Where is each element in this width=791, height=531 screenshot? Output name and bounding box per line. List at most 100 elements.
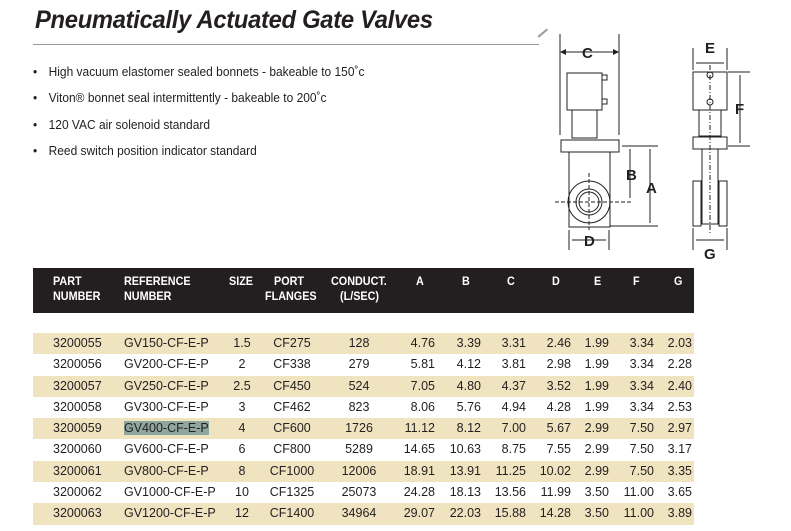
cell-conductance: 34964 (329, 503, 389, 524)
cell-dim-d: 2.98 (531, 354, 571, 375)
cell-text: 8 (238, 463, 246, 478)
cell-text: 3200060 (53, 442, 102, 457)
feature-item: • Viton® bonnet seal intermittently - bak… (33, 90, 327, 106)
cell-dim-g: 2.97 (655, 418, 692, 439)
cell-dim-e: 2.99 (573, 418, 609, 439)
cell-reference-number: GV400-CF-E-P (124, 418, 224, 439)
cell-dim-g: 2.28 (655, 354, 692, 375)
cell-dim-c: 11.25 (486, 461, 526, 482)
table-row: 3200060 GV600-CF-E-P 6 CF800 5289 14.65 10.63 8… (33, 439, 694, 460)
cell-dim-e: 1.99 (573, 354, 609, 375)
cell-part-number: 3200055 (53, 333, 113, 354)
cell-text: 2.97 (667, 421, 692, 436)
cell-dim-b: 8.12 (441, 418, 481, 439)
cell-dim-e: 1.99 (573, 397, 609, 418)
cell-dim-f: 7.50 (613, 461, 654, 482)
cell-text: 4.12 (456, 357, 481, 372)
header-f: F (633, 274, 640, 288)
header-a: A (416, 274, 424, 288)
table-row: 3200056 GV200-CF-E-P 2 CF338 279 5.81 4.12 3.81… (33, 354, 694, 375)
cell-text: 7.55 (546, 442, 571, 457)
cell-text: 524 (348, 378, 370, 393)
cell-conductance: 524 (329, 376, 389, 397)
title-divider (33, 44, 539, 45)
cell-dim-a: 8.06 (395, 397, 435, 418)
cell-text: 3.34 (629, 357, 654, 372)
cell-text: 3.52 (546, 378, 571, 393)
cell-port-flange: CF600 (266, 418, 318, 439)
cell-reference-number: GV1200-CF-E-P (124, 503, 224, 524)
cell-text: 823 (348, 399, 370, 414)
cell-text: 24.28 (403, 485, 435, 500)
dimension-label-d: D (584, 233, 595, 250)
cell-text: 7.50 (629, 421, 654, 436)
cell-conductance: 823 (329, 397, 389, 418)
header-e: E (594, 274, 602, 288)
cell-dim-c: 4.94 (486, 397, 526, 418)
cell-text: 3.50 (584, 506, 609, 521)
dimension-label-b: B (626, 167, 637, 184)
cell-port-flange: CF275 (266, 333, 318, 354)
cell-text: GV200-CF-E-P (124, 357, 209, 372)
cell-text: 15.88 (494, 506, 526, 521)
cell-text: CF1400 (269, 506, 315, 521)
cell-size: 4 (229, 418, 255, 439)
cell-port-flange: CF800 (266, 439, 318, 460)
cell-text: 4.28 (546, 399, 571, 414)
table-row: 3200061 GV800-CF-E-P 8 CF1000 12006 18.91 13.9… (33, 460, 694, 483)
valve-dimension-diagram: C B A D E F G (555, 34, 750, 263)
cell-port-flange: CF450 (266, 376, 318, 397)
cell-dim-d: 11.99 (531, 482, 571, 503)
table-row: 3200058 GV300-CF-E-P 3 CF462 823 8.06 5.76 4.94… (33, 397, 694, 418)
table-header: PART NUMBER REFERENCE NUMBER SIZE PORT FLAN… (33, 268, 694, 313)
cell-text: 3.65 (667, 485, 692, 500)
cell-text: GV1200-CF-E-P (124, 506, 216, 521)
cell-dim-g: 3.35 (655, 461, 692, 482)
cell-dim-g: 2.40 (655, 376, 692, 397)
cell-text: 3200056 (53, 357, 102, 372)
cell-text: 7.50 (629, 442, 654, 457)
cell-text: 4.80 (456, 378, 481, 393)
cell-text: 5289 (345, 442, 373, 457)
cell-text: 1.99 (584, 399, 609, 414)
cell-text: 279 (348, 357, 370, 372)
cell-dim-e: 3.50 (573, 482, 609, 503)
cell-text: 10.02 (539, 463, 571, 478)
cell-text: GV400-CF-E-P (124, 421, 209, 436)
cell-dim-e: 1.99 (573, 376, 609, 397)
cell-text: 2.99 (584, 421, 609, 436)
cell-text: CF275 (273, 336, 311, 350)
cell-size: 1.5 (229, 333, 255, 354)
cell-text: 3200057 (53, 378, 102, 393)
dimension-label-f: F (735, 101, 744, 118)
cell-text: 5.67 (546, 421, 571, 436)
dimension-label-c: C (582, 45, 593, 62)
cell-text: 1.99 (584, 357, 609, 372)
feature-item: • Reed switch position indicator standard (33, 142, 257, 158)
cell-text: 3.81 (501, 357, 526, 372)
cell-conductance: 1726 (329, 418, 389, 439)
header-g: G (674, 274, 683, 288)
cell-text: 128 (348, 336, 370, 350)
cell-text: 2.5 (233, 378, 251, 393)
cell-text: 1.5 (233, 336, 251, 350)
cell-text: 3200058 (53, 399, 102, 414)
cell-text: GV250-CF-E-P (124, 378, 209, 393)
cell-dim-b: 5.76 (441, 397, 481, 418)
cell-dim-c: 13.56 (486, 482, 526, 503)
cell-conductance: 12006 (329, 461, 389, 482)
cell-dim-c: 8.75 (486, 439, 526, 460)
cell-text: 3.34 (629, 399, 654, 414)
cell-text: 11.12 (404, 421, 435, 436)
cell-dim-c: 3.31 (486, 333, 526, 354)
feature-text: Viton® bonnet seal intermittently - bake… (48, 90, 327, 106)
cell-text: GV300-CF-E-P (124, 399, 209, 414)
cell-reference-number: GV800-CF-E-P (124, 461, 224, 482)
cell-text: 25073 (341, 485, 377, 500)
cell-size: 2 (229, 354, 255, 375)
cell-port-flange: CF1400 (266, 503, 318, 524)
cell-text: 3.31 (501, 336, 526, 350)
cell-reference-number: GV600-CF-E-P (124, 439, 224, 460)
cell-text: 3.17 (667, 442, 692, 457)
cell-text: 11.00 (623, 506, 654, 521)
